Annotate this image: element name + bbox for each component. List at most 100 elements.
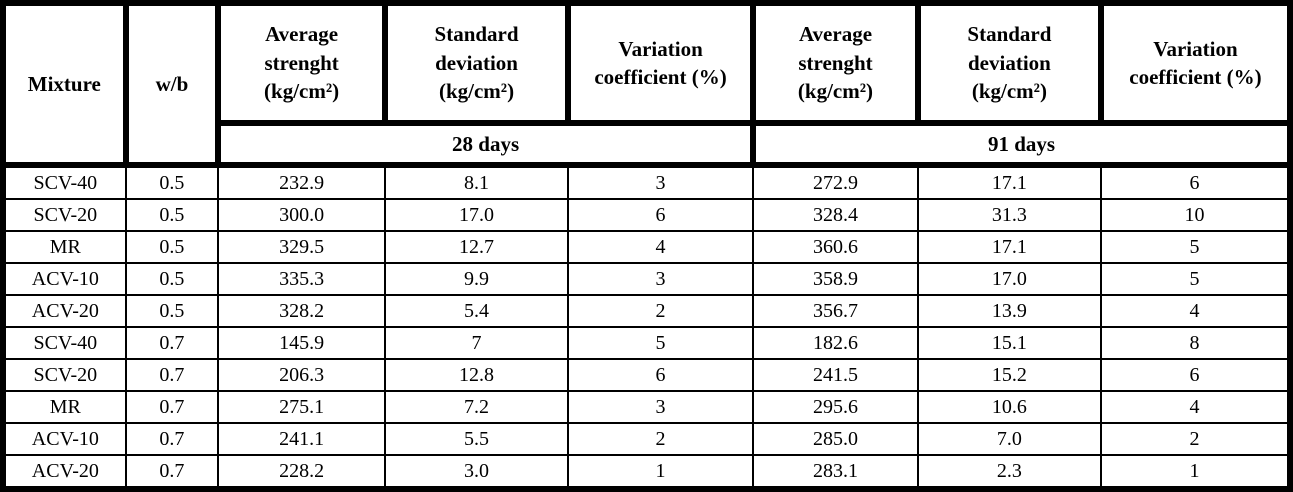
table-header: Mixture w/b Average strenght (kg/cm²) St…	[0, 0, 1293, 168]
cell-std-deviation-28d: 12.8	[384, 358, 570, 392]
cell-std-deviation-28d: 8.1	[384, 164, 570, 200]
cell-variation-coeff-91d: 1	[1099, 454, 1292, 490]
header-cell-mixture: Mixture	[0, 0, 129, 168]
cell-wb: 0.7	[124, 326, 220, 360]
header-row-days: 28 days 91 days	[3, 120, 1293, 168]
cell-std-deviation-28d: 5.4	[384, 294, 570, 328]
header-cell-wb: w/b	[122, 0, 222, 168]
cell-std-deviation-91d: 2.3	[916, 454, 1102, 490]
table-body: SCV-40 0.5 232.9 8.1 3 272.9 17.1 6 SCV-20 0.5 300…	[2, 164, 1292, 490]
cell-variation-coeff-28d: 6	[567, 358, 755, 392]
cell-avg-strength-91d: 358.9	[752, 262, 919, 296]
cell-mixture: SCV-40	[2, 164, 127, 200]
cell-variation-coeff-91d: 5	[1099, 230, 1292, 264]
cell-std-deviation-91d: 17.0	[916, 262, 1102, 296]
cell-avg-strength-28d: 329.5	[217, 230, 387, 264]
cell-avg-strength-91d: 182.6	[752, 326, 919, 360]
cell-variation-coeff-91d: 4	[1099, 294, 1292, 328]
cell-variation-coeff-28d: 6	[567, 198, 755, 232]
cell-std-deviation-28d: 7	[384, 326, 570, 360]
cell-std-deviation-91d: 15.1	[916, 326, 1102, 360]
table-row: MR 0.5 329.5 12.7 4 360.6 17.1 5	[2, 230, 1292, 264]
cell-variation-coeff-28d: 5	[567, 326, 755, 360]
cell-avg-strength-91d: 283.1	[752, 454, 919, 490]
table-row: ACV-10 0.5 335.3 9.9 3 358.9 17.0 5	[2, 262, 1292, 296]
cell-std-deviation-28d: 17.0	[384, 198, 570, 232]
cell-variation-coeff-28d: 3	[567, 262, 755, 296]
table-row: SCV-20 0.5 300.0 17.0 6 328.4 31.3 10	[2, 198, 1292, 232]
cell-std-deviation-91d: 7.0	[916, 422, 1102, 456]
cell-variation-coeff-91d: 6	[1099, 358, 1292, 392]
cell-variation-coeff-28d: 4	[567, 230, 755, 264]
cell-mixture: ACV-10	[2, 422, 127, 456]
cell-variation-coeff-91d: 2	[1099, 422, 1292, 456]
cell-std-deviation-91d: 10.6	[916, 390, 1102, 424]
cell-avg-strength-28d: 241.1	[217, 422, 387, 456]
table-row: SCV-40 0.7 145.9 7 5 182.6 15.1 8	[2, 326, 1292, 360]
cell-mixture: MR	[2, 390, 127, 424]
cell-mixture: ACV-10	[2, 262, 127, 296]
table-row: SCV-20 0.7 206.3 12.8 6 241.5 15.2 6	[2, 358, 1292, 392]
cell-wb: 0.7	[124, 454, 220, 490]
cell-wb: 0.5	[124, 164, 220, 200]
cell-wb: 0.7	[124, 390, 220, 424]
table-row: MR 0.7 275.1 7.2 3 295.6 10.6 4	[2, 390, 1292, 424]
cell-avg-strength-91d: 295.6	[752, 390, 919, 424]
table-row: ACV-20 0.5 328.2 5.4 2 356.7 13.9 4	[2, 294, 1292, 328]
table-row: ACV-10 0.7 241.1 5.5 2 285.0 7.0 2	[2, 422, 1292, 456]
header-cell-variation-coeff-28d: Variation coefficient (%)	[565, 0, 757, 126]
group-header-91-days: 91 days	[750, 120, 1293, 168]
cell-std-deviation-28d: 12.7	[384, 230, 570, 264]
cell-variation-coeff-28d: 3	[567, 390, 755, 424]
cell-wb: 0.5	[124, 230, 220, 264]
cell-avg-strength-28d: 300.0	[217, 198, 387, 232]
header-cell-std-deviation-91d: Standard deviation (kg/cm²)	[914, 0, 1104, 126]
cell-avg-strength-91d: 241.5	[752, 358, 919, 392]
cell-avg-strength-91d: 328.4	[752, 198, 919, 232]
cell-variation-coeff-91d: 4	[1099, 390, 1292, 424]
cell-variation-coeff-28d: 2	[567, 422, 755, 456]
cell-variation-coeff-91d: 5	[1099, 262, 1292, 296]
cell-wb: 0.5	[124, 294, 220, 328]
cell-mixture: SCV-20	[2, 358, 127, 392]
table-row: ACV-20 0.7 228.2 3.0 1 283.1 2.3 1	[2, 454, 1292, 490]
cell-variation-coeff-28d: 3	[567, 164, 755, 200]
header-cell-avg-strength-91d: Average strenght (kg/cm²)	[750, 0, 921, 126]
cell-std-deviation-28d: 9.9	[384, 262, 570, 296]
cell-wb: 0.7	[124, 358, 220, 392]
cell-std-deviation-28d: 7.2	[384, 390, 570, 424]
cell-mixture: SCV-40	[2, 326, 127, 360]
cell-avg-strength-28d: 145.9	[217, 326, 387, 360]
cell-mixture: SCV-20	[2, 198, 127, 232]
cell-mixture: MR	[2, 230, 127, 264]
cell-avg-strength-28d: 228.2	[217, 454, 387, 490]
cell-wb: 0.5	[124, 198, 220, 232]
cell-variation-coeff-91d: 10	[1099, 198, 1292, 232]
cell-avg-strength-28d: 328.2	[217, 294, 387, 328]
cell-avg-strength-28d: 232.9	[217, 164, 387, 200]
cell-avg-strength-91d: 360.6	[752, 230, 919, 264]
cell-variation-coeff-28d: 2	[567, 294, 755, 328]
table-row: SCV-40 0.5 232.9 8.1 3 272.9 17.1 6	[2, 164, 1292, 200]
cell-avg-strength-91d: 272.9	[752, 164, 919, 200]
cell-avg-strength-28d: 335.3	[217, 262, 387, 296]
cell-wb: 0.7	[124, 422, 220, 456]
cell-std-deviation-91d: 15.2	[916, 358, 1102, 392]
cell-std-deviation-28d: 5.5	[384, 422, 570, 456]
group-header-28-days: 28 days	[215, 120, 757, 168]
cell-mixture: ACV-20	[2, 454, 127, 490]
cell-avg-strength-91d: 356.7	[752, 294, 919, 328]
cell-variation-coeff-28d: 1	[567, 454, 755, 490]
cell-wb: 0.5	[124, 262, 220, 296]
cell-variation-coeff-91d: 8	[1099, 326, 1292, 360]
header-row-main: Mixture w/b Average strenght (kg/cm²) St…	[0, 0, 1293, 168]
header-cell-variation-coeff-91d: Variation coefficient (%)	[1097, 0, 1293, 126]
header-cell-avg-strength-28d: Average strenght (kg/cm²)	[215, 0, 389, 126]
cell-variation-coeff-91d: 6	[1099, 164, 1292, 200]
cell-avg-strength-28d: 206.3	[217, 358, 387, 392]
cell-std-deviation-91d: 31.3	[916, 198, 1102, 232]
cell-avg-strength-91d: 285.0	[752, 422, 919, 456]
cell-std-deviation-28d: 3.0	[384, 454, 570, 490]
header-cell-std-deviation-28d: Standard deviation (kg/cm²)	[382, 0, 572, 126]
